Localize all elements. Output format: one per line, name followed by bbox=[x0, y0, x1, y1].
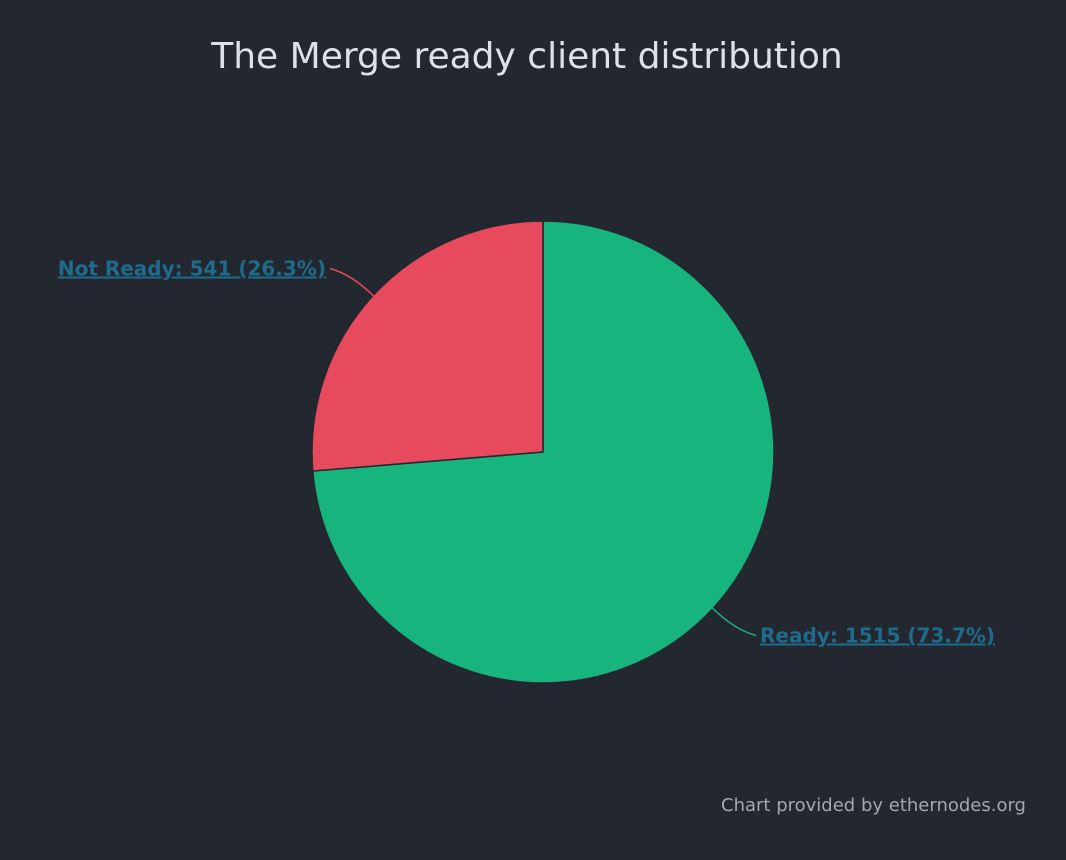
label-connectors bbox=[329, 267, 757, 637]
pie-slices bbox=[311, 220, 775, 684]
slice-label-not-ready[interactable]: Not Ready: 541 (26.3%) bbox=[58, 257, 326, 281]
chart-title: The Merge ready client distribution bbox=[210, 36, 843, 77]
chart-credit[interactable]: Chart provided by ethernodes.org bbox=[721, 795, 1026, 816]
slice-labels: Ready: 1515 (73.7%) Not Ready: 541 (26.3%… bbox=[58, 257, 995, 648]
slice-label-ready[interactable]: Ready: 1515 (73.7%) bbox=[760, 624, 995, 648]
label-connector-ready bbox=[710, 606, 757, 637]
label-connector-not-ready bbox=[329, 267, 376, 298]
